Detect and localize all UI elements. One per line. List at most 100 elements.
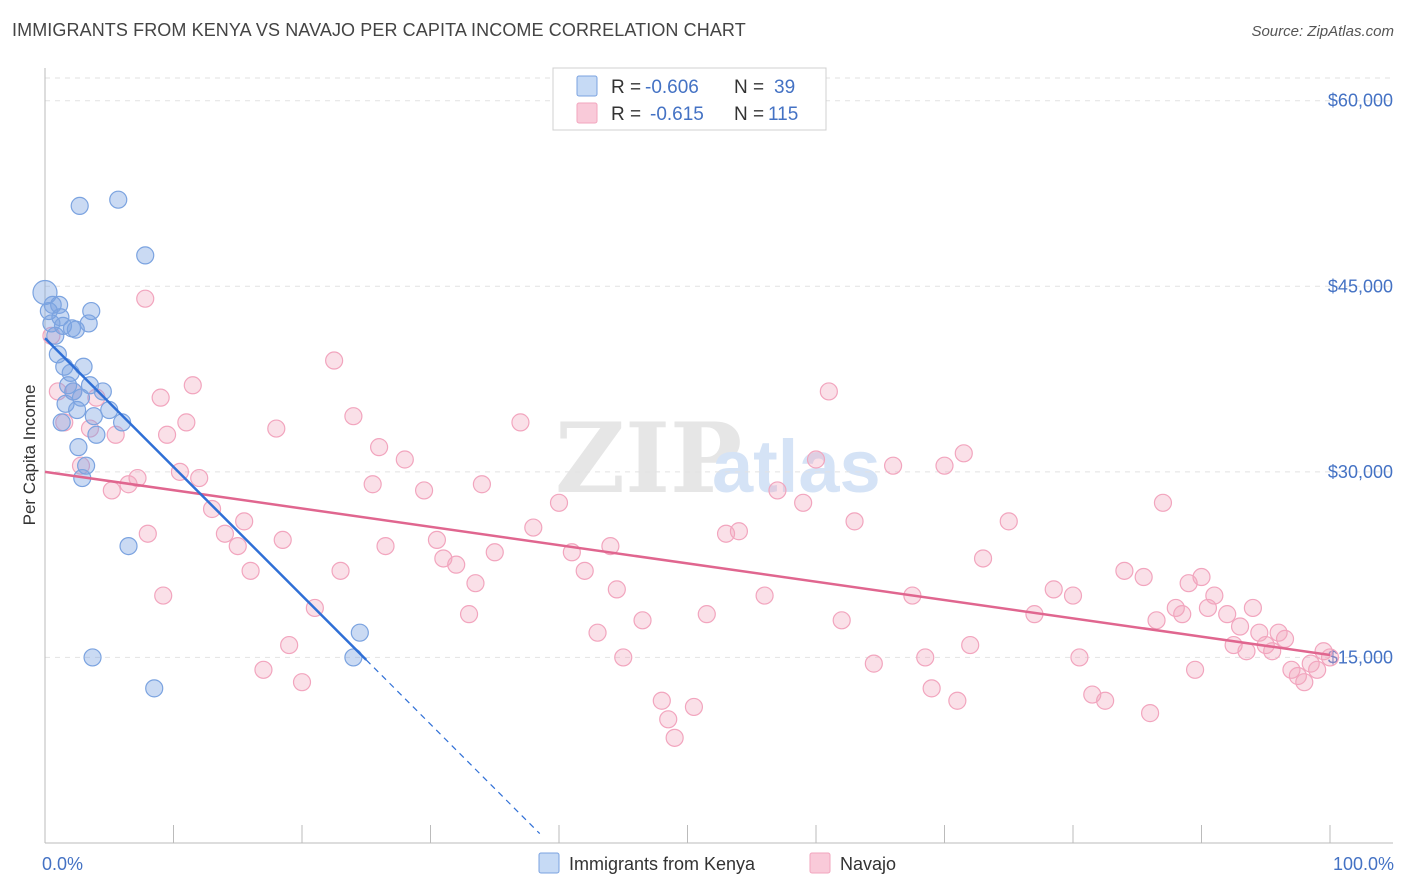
navajo-point <box>549 493 569 512</box>
navajo-point <box>1147 611 1166 630</box>
bottom-legend-swatch-navajo <box>809 852 831 874</box>
y-tick-label-3: $60,000 <box>1328 91 1393 111</box>
legend-navajo-n-label: N = <box>734 104 764 125</box>
bottom-legend: Immigrants from Kenya Navajo <box>538 852 896 874</box>
navajo-point <box>1115 561 1134 580</box>
kenya-point <box>109 190 128 209</box>
navajo-point <box>1237 642 1256 661</box>
navajo-point <box>1320 648 1340 667</box>
trend-lines <box>44 337 1331 835</box>
navajo-point <box>883 456 903 475</box>
navajo-point <box>1096 691 1115 710</box>
navajo-point <box>935 456 954 475</box>
navajo-trend-line <box>44 470 1331 657</box>
navajo-point <box>154 586 173 605</box>
kenya-point <box>43 295 62 314</box>
y-tick-label-0: $15,000 <box>1328 647 1393 667</box>
series-immigrants-from-kenya <box>32 190 369 698</box>
navajo-point <box>292 673 312 692</box>
kenya-point <box>46 326 65 345</box>
navajo-point <box>1205 586 1224 605</box>
kenya-point <box>93 382 112 401</box>
legend-kenya-n-value: 39 <box>774 77 795 98</box>
navajo-point <box>948 691 967 710</box>
x-tick-label-0: 0.0% <box>42 854 83 874</box>
navajo-point <box>729 522 749 541</box>
navajo-point <box>768 481 787 500</box>
kenya-point <box>69 438 88 457</box>
y-tick-label-2: $45,000 <box>1328 276 1393 296</box>
navajo-point <box>832 611 851 630</box>
navajo-point <box>331 561 350 580</box>
navajo-point <box>190 468 209 488</box>
navajo-point <box>973 549 993 568</box>
navajo-point <box>961 635 980 655</box>
navajo-point <box>414 481 434 500</box>
kenya-point <box>52 413 71 432</box>
navajo-point <box>395 450 414 469</box>
navajo-point <box>183 376 202 395</box>
navajo-point <box>633 611 652 630</box>
navajo-point <box>601 536 620 556</box>
navajo-point <box>138 524 157 543</box>
y-tick-label-1: $30,000 <box>1328 462 1393 482</box>
navajo-point <box>1070 648 1089 667</box>
kenya-point <box>84 407 103 426</box>
y-axis-label: Per Capita Income <box>20 385 39 526</box>
kenya-point <box>87 425 106 444</box>
navajo-point <box>684 697 704 717</box>
axes <box>44 68 1393 844</box>
navajo-point <box>845 512 864 531</box>
navajo-point <box>659 710 678 729</box>
navajo-point <box>427 530 447 550</box>
navajo-point <box>177 413 196 432</box>
navajo-point <box>864 654 883 673</box>
navajo-point <box>607 580 626 599</box>
legend-kenya-r-label: R = <box>611 77 641 98</box>
navajo-point <box>1308 660 1327 679</box>
navajo-point <box>1295 673 1314 692</box>
kenya-trend-line <box>44 337 368 661</box>
navajo-point <box>325 351 344 370</box>
navajo-point <box>215 524 234 543</box>
navajo-point <box>1044 580 1063 599</box>
navajo-point <box>447 555 466 574</box>
bottom-legend-kenya-label: Immigrants from Kenya <box>569 854 756 874</box>
bottom-legend-navajo-label: Navajo <box>840 854 896 874</box>
kenya-point <box>50 295 69 314</box>
navajo-point <box>1140 704 1160 723</box>
navajo-point <box>755 586 774 605</box>
navajo-point <box>151 388 170 407</box>
kenya-point <box>83 648 102 667</box>
navajo-point <box>344 407 363 426</box>
navajo-point <box>1230 617 1250 636</box>
x-tick-labels: 0.0% 100.0% <box>42 854 1394 874</box>
legend-frame <box>552 67 827 131</box>
chart-source: Source: ZipAtlas.com <box>1251 23 1394 40</box>
navajo-point <box>954 444 973 463</box>
navajo-point <box>254 660 273 679</box>
kenya-point <box>119 536 138 556</box>
navajo-point <box>128 468 147 488</box>
kenya-point <box>136 246 155 265</box>
navajo-point <box>235 512 254 531</box>
kenya-point <box>71 388 91 407</box>
navajo-point <box>999 512 1018 531</box>
navajo-point <box>916 648 935 667</box>
legend-navajo-r-label: R = <box>611 104 641 125</box>
navajo-point <box>202 499 222 519</box>
navajo-point <box>241 561 260 580</box>
navajo-point <box>794 493 813 512</box>
watermark-zip: ZIP <box>555 402 742 515</box>
navajo-point <box>1275 629 1295 648</box>
navajo-point <box>466 574 485 593</box>
navajo-point <box>806 450 826 469</box>
legend-swatch-navajo <box>576 102 598 124</box>
navajo-point <box>1134 567 1153 587</box>
kenya-point <box>344 648 363 667</box>
series-navajo <box>42 289 1340 747</box>
navajo-point <box>370 438 389 457</box>
navajo-point <box>136 289 155 308</box>
x-tick-label-1: 100.0% <box>1333 854 1394 874</box>
